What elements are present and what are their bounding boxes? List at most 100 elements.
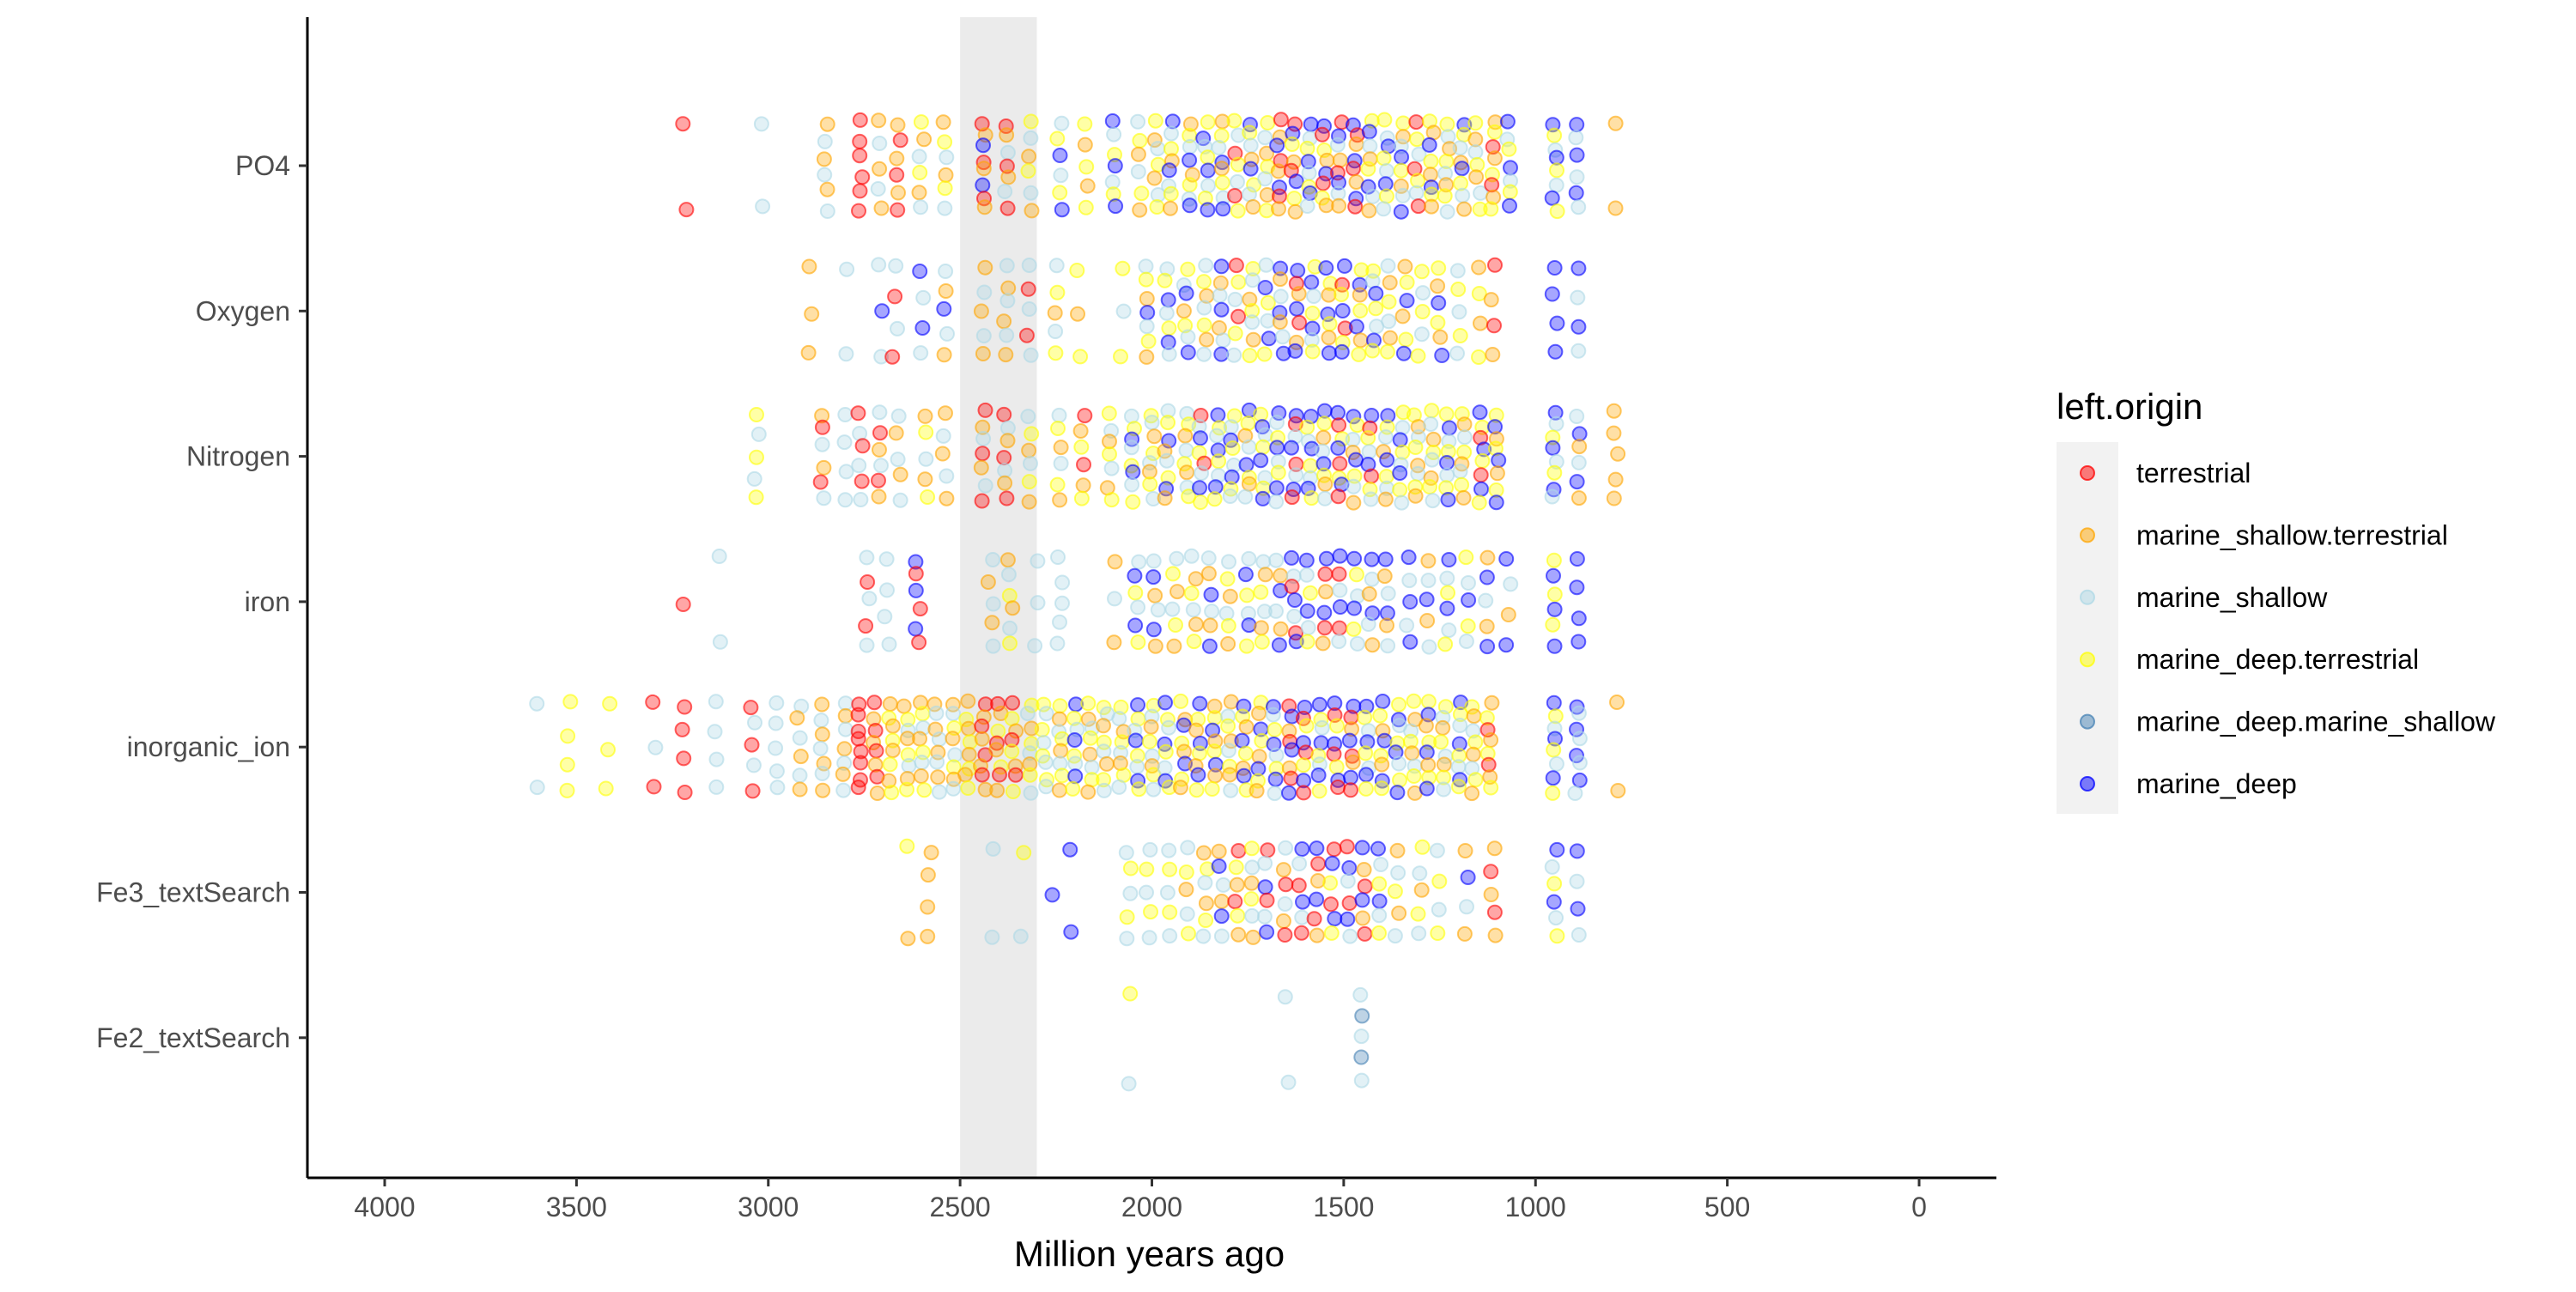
data-point bbox=[914, 320, 931, 336]
data-point bbox=[1451, 304, 1467, 320]
data-point bbox=[1450, 759, 1467, 775]
data-point bbox=[1160, 292, 1176, 308]
data-point bbox=[1200, 550, 1217, 567]
data-point bbox=[1316, 416, 1333, 432]
data-point bbox=[801, 258, 817, 275]
data-point bbox=[1141, 733, 1157, 749]
data-point bbox=[1545, 770, 1561, 786]
data-point bbox=[1253, 620, 1269, 636]
data-point bbox=[1098, 755, 1115, 772]
data-point bbox=[1352, 986, 1369, 1003]
data-point bbox=[996, 450, 1012, 466]
data-point bbox=[1261, 331, 1277, 347]
data-point bbox=[1546, 601, 1563, 617]
data-point bbox=[1570, 901, 1586, 917]
data-point bbox=[1571, 705, 1587, 721]
data-point bbox=[939, 490, 955, 506]
data-point bbox=[529, 695, 545, 712]
data-point bbox=[1182, 116, 1199, 132]
data-point bbox=[1311, 783, 1327, 799]
data-point bbox=[1439, 570, 1455, 586]
data-point bbox=[1377, 551, 1394, 567]
data-point bbox=[743, 700, 759, 716]
data-point bbox=[920, 928, 936, 944]
data-point bbox=[976, 199, 993, 215]
data-point bbox=[1143, 719, 1159, 735]
data-point bbox=[1285, 154, 1302, 170]
data-point bbox=[1294, 909, 1310, 925]
data-point bbox=[975, 328, 992, 344]
data-point bbox=[1488, 494, 1504, 511]
data-point bbox=[908, 554, 924, 570]
data-point bbox=[1111, 711, 1127, 727]
data-point bbox=[850, 779, 866, 796]
data-point bbox=[1213, 258, 1230, 275]
data-point bbox=[747, 714, 762, 731]
data-point bbox=[1141, 464, 1157, 480]
data-point bbox=[1408, 114, 1425, 130]
data-point bbox=[1176, 743, 1192, 760]
data-point bbox=[1066, 732, 1083, 748]
data-point bbox=[1243, 840, 1260, 857]
data-point bbox=[871, 112, 887, 129]
data-point bbox=[1307, 258, 1323, 275]
data-point bbox=[837, 721, 854, 737]
data-point bbox=[1163, 185, 1179, 202]
data-point bbox=[1269, 137, 1285, 154]
data-point bbox=[1125, 494, 1141, 510]
data-point bbox=[1194, 465, 1210, 482]
data-point bbox=[920, 489, 936, 505]
data-point bbox=[1096, 772, 1112, 788]
legend-label: marine_deep.marine_shallow bbox=[2136, 707, 2496, 737]
data-point bbox=[1023, 347, 1039, 363]
data-point bbox=[890, 452, 906, 468]
data-point bbox=[1186, 634, 1202, 650]
data-point bbox=[1213, 301, 1230, 318]
data-point bbox=[1548, 177, 1564, 193]
data-point bbox=[1213, 346, 1230, 362]
data-point bbox=[945, 759, 962, 775]
data-point bbox=[1546, 260, 1563, 276]
data-point bbox=[936, 300, 952, 317]
data-point bbox=[1394, 149, 1410, 165]
data-point bbox=[1281, 785, 1297, 801]
data-point bbox=[1313, 735, 1329, 751]
data-point bbox=[1161, 320, 1177, 337]
data-point bbox=[1172, 779, 1188, 796]
data-point bbox=[1273, 260, 1289, 276]
data-point bbox=[1569, 147, 1585, 163]
data-point bbox=[1332, 599, 1348, 615]
data-point bbox=[937, 200, 953, 216]
data-point bbox=[1124, 476, 1140, 493]
data-point bbox=[998, 347, 1014, 363]
data-point bbox=[1377, 176, 1394, 192]
data-point bbox=[1105, 186, 1121, 203]
data-point bbox=[1182, 197, 1198, 214]
data-point bbox=[1180, 261, 1196, 277]
data-point bbox=[1157, 490, 1173, 506]
data-point bbox=[908, 566, 924, 582]
data-point bbox=[1413, 264, 1430, 280]
data-point bbox=[1331, 566, 1347, 582]
data-point bbox=[1219, 571, 1236, 587]
data-point bbox=[1104, 174, 1121, 191]
data-point bbox=[1334, 287, 1350, 302]
data-point bbox=[1269, 440, 1285, 456]
data-point bbox=[1030, 553, 1046, 569]
data-point bbox=[1303, 585, 1318, 601]
data-point bbox=[850, 731, 866, 747]
data-point bbox=[1268, 603, 1284, 619]
data-point bbox=[1376, 732, 1393, 749]
data-point bbox=[918, 451, 934, 467]
data-point bbox=[1545, 429, 1561, 446]
data-point bbox=[1260, 312, 1276, 329]
data-point bbox=[1005, 784, 1021, 799]
data-point bbox=[1393, 203, 1409, 220]
data-point bbox=[935, 428, 951, 444]
data-point bbox=[1331, 634, 1347, 650]
data-point bbox=[1419, 613, 1436, 628]
data-point bbox=[1245, 331, 1261, 348]
data-point bbox=[707, 724, 723, 740]
data-point bbox=[1321, 345, 1337, 361]
x-axis-title: Million years ago bbox=[1014, 1234, 1285, 1274]
